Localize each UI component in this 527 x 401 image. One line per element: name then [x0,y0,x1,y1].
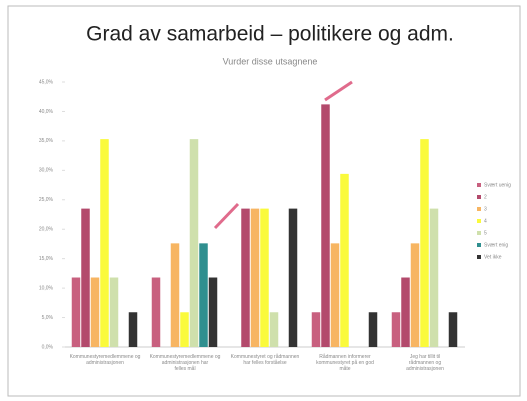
legend-label: 3 [484,206,487,212]
arrow [324,80,353,102]
bar [330,243,340,347]
y-tick-label: 0,0% [42,344,54,350]
bar [109,277,119,347]
legend-swatch [477,207,481,211]
y-tick-label: 40,0% [39,109,54,115]
legend-swatch [477,231,481,235]
bar [199,243,208,347]
bar [311,312,321,347]
legend-label: 5 [484,230,487,236]
legend-swatch [477,183,481,187]
bar [288,208,298,347]
bar [208,277,218,347]
legend-label: 4 [484,218,487,224]
bar [420,139,429,347]
bar [151,277,161,347]
bar [340,173,349,347]
x-tick-label: Kommunestyremedlemmene og administrasjone… [150,354,221,372]
bar [189,139,199,347]
x-tick-label: Jeg har tillit til rådmannen og administra… [406,354,444,372]
bar [391,312,401,347]
legend-swatch [477,243,481,247]
y-tick-label: 25,0% [39,197,54,203]
x-tick-label: Kommunestyret og rådmannen har felles for… [231,353,300,366]
bar [170,243,180,347]
legend-label: Svært enig [484,242,508,248]
bar [100,139,109,347]
y-tick-label: 20,0% [39,227,54,233]
bar [448,312,458,347]
bar [128,312,138,347]
legend-swatch [477,195,481,199]
arrow [213,202,240,230]
bar [180,312,189,347]
y-tick-label: 30,0% [39,168,54,174]
chart-title: Grad av samarbeid – politikere og adm. [86,23,454,46]
x-tick-label: Kommunestyremedlemmene og administrasjone… [70,354,141,366]
bar [71,277,81,347]
bar [269,312,279,347]
bar [241,208,250,347]
bar [410,243,420,347]
bar [81,208,90,347]
y-tick-label: 45,0% [39,79,54,85]
y-tick-label: 5,0% [42,315,54,321]
bar [368,312,378,347]
y-tick-label: 10,0% [39,285,54,291]
bar [321,104,330,347]
legend-label: Svært uenig [484,182,511,188]
bar [429,208,439,347]
bar [90,277,100,347]
bar [260,208,269,347]
legend-label: Vet ikke [484,254,502,260]
y-tick-label: 35,0% [39,138,54,144]
legend-swatch [477,219,481,223]
bar [401,277,410,347]
legend-swatch [477,255,481,259]
legend-label: 2 [484,194,487,200]
x-tick-label: Rådmannen informerer kommunestyret på en … [316,353,374,372]
bar [250,208,260,347]
y-tick-label: 15,0% [39,256,54,262]
chart-subtitle: Vurder disse utsagnene [223,56,318,66]
